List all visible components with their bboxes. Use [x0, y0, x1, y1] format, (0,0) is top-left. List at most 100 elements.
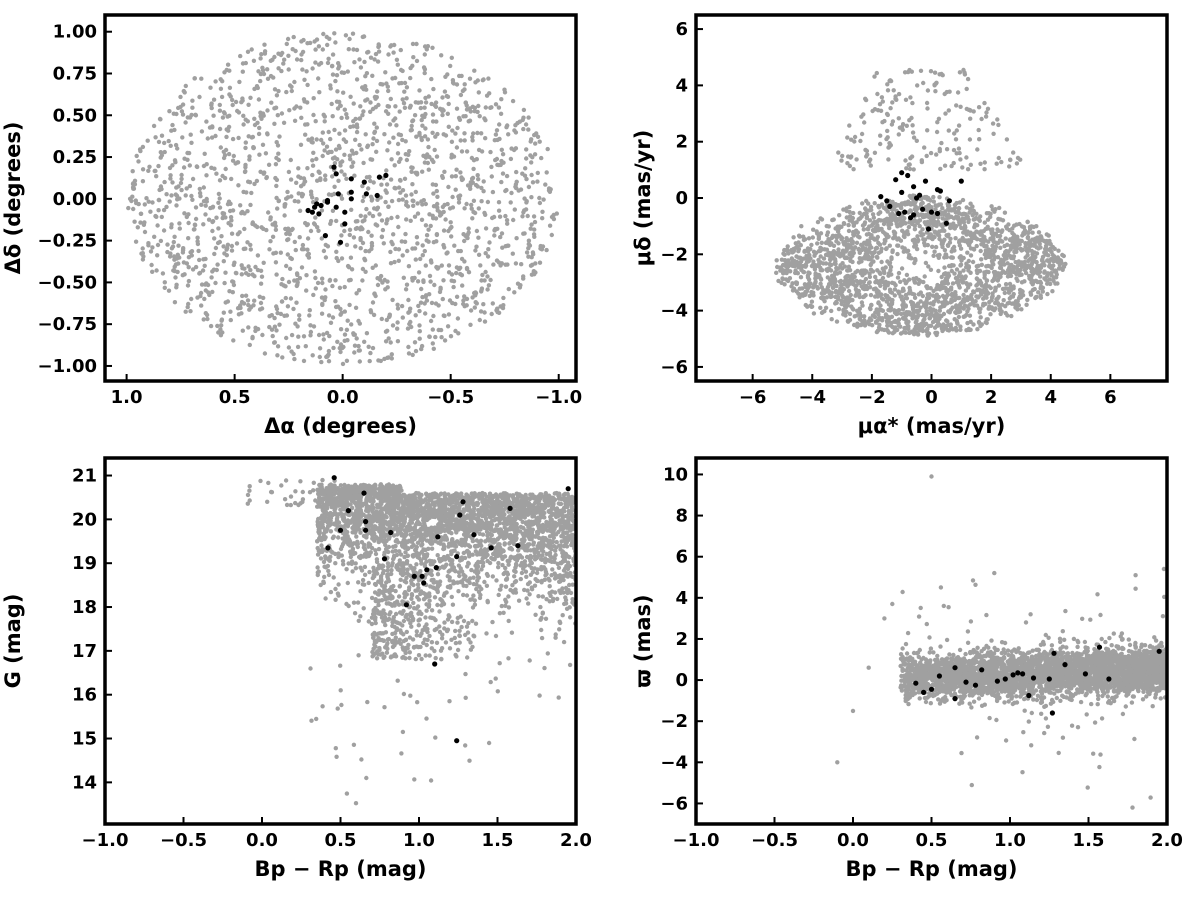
field-star-point [470, 138, 475, 143]
field-star-point [464, 103, 469, 108]
field-star-point [136, 201, 141, 207]
field-star-point [446, 101, 451, 107]
field-star-point [504, 173, 510, 179]
field-star-point [294, 180, 299, 185]
field-star-point [469, 202, 474, 208]
field-star-point [913, 258, 918, 263]
field-star-point [987, 299, 992, 305]
field-star-point [513, 261, 519, 266]
field-star-point [391, 135, 396, 140]
field-star-point [379, 218, 385, 223]
field-star-point [396, 185, 402, 190]
field-star-point [445, 111, 450, 117]
field-star-point [216, 226, 221, 231]
y-tick-label: −0.25 [38, 231, 98, 252]
field-star-point [490, 189, 496, 195]
field-star-point [286, 345, 292, 350]
field-star-point [984, 278, 989, 283]
field-star-point [529, 222, 534, 227]
field-star-point [431, 191, 436, 196]
field-star-point [939, 241, 944, 247]
field-star-point [932, 249, 937, 254]
field-star-point [994, 161, 999, 166]
field-star-point [249, 47, 254, 52]
field-star-point [255, 253, 261, 258]
field-star-point [360, 240, 366, 246]
field-star-point [338, 327, 344, 332]
field-star-point [946, 128, 951, 133]
field-star-point [186, 236, 191, 241]
field-star-point [937, 195, 942, 200]
field-star-point [373, 51, 379, 57]
field-star-point [317, 354, 322, 360]
field-star-point [357, 142, 362, 148]
field-star-point [904, 310, 909, 315]
field-star-point [846, 288, 852, 294]
field-star-point [192, 227, 197, 232]
field-star-point [844, 215, 849, 220]
field-star-point [474, 244, 479, 249]
member-star-point [342, 209, 348, 215]
field-star-point [179, 109, 185, 114]
field-star-point [449, 278, 454, 283]
field-star-point [451, 284, 456, 290]
field-star-point [360, 198, 365, 204]
field-star-point [311, 96, 316, 101]
field-star-point [854, 157, 859, 162]
field-star-point [864, 198, 869, 204]
field-star-point [342, 128, 348, 133]
field-star-point [280, 355, 285, 360]
field-star-point [815, 286, 820, 291]
field-star-point [995, 233, 1000, 239]
field-star-point [981, 296, 986, 301]
field-star-point [153, 168, 158, 174]
field-star-point [342, 107, 347, 112]
field-star-point [1023, 244, 1028, 249]
field-star-point [863, 147, 868, 153]
field-star-point [301, 176, 307, 181]
field-star-point [408, 75, 413, 81]
field-star-point [306, 251, 311, 257]
field-star-point [514, 236, 519, 241]
field-star-point [1036, 230, 1042, 235]
field-star-point [252, 122, 258, 128]
field-star-point [905, 232, 911, 237]
field-star-point [1008, 157, 1013, 163]
field-star-point [517, 285, 523, 290]
field-star-point [212, 251, 217, 257]
field-star-point [229, 231, 235, 236]
field-star-point [882, 327, 887, 333]
field-star-point [303, 344, 308, 349]
field-star-point [235, 160, 241, 165]
field-star-point [933, 203, 938, 208]
field-star-point [901, 219, 907, 225]
field-star-point [321, 248, 327, 254]
field-star-point [396, 159, 402, 164]
field-star-point [347, 302, 352, 308]
field-star-point [167, 199, 172, 204]
field-star-point [321, 337, 326, 342]
field-star-point [189, 140, 194, 145]
field-star-point [427, 154, 432, 160]
field-star-point [868, 157, 873, 162]
field-star-point [401, 275, 406, 280]
field-star-point [342, 332, 348, 337]
field-star-point [239, 211, 244, 216]
field-star-point [370, 73, 375, 79]
field-star-point [995, 117, 1000, 122]
field-star-point [497, 122, 502, 127]
field-star-point [221, 211, 227, 216]
field-star-point [395, 306, 401, 311]
field-star-point [279, 282, 284, 287]
field-star-point [368, 109, 373, 115]
field-star-point [396, 258, 401, 263]
field-star-point [533, 261, 538, 266]
field-star-point [326, 348, 332, 354]
field-star-point [500, 305, 506, 311]
field-star-point [838, 278, 844, 284]
field-star-point [296, 199, 301, 204]
field-star-point [352, 343, 358, 348]
field-star-point [257, 294, 262, 299]
field-star-point [1025, 249, 1030, 254]
field-star-point [493, 102, 499, 107]
